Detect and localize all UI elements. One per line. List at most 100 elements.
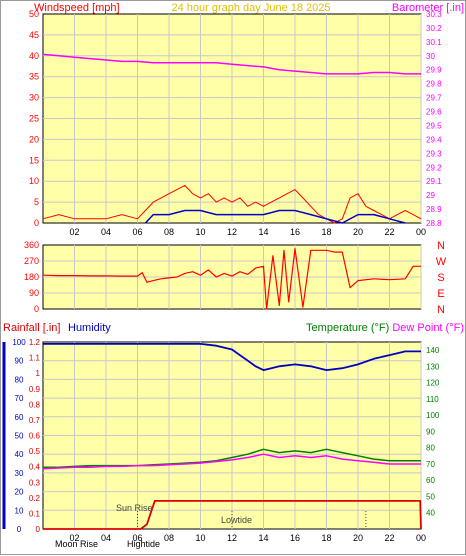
- x-tick-label: 18: [321, 227, 331, 237]
- x-tick-label: 20: [353, 227, 363, 237]
- temperature-tick-label: 80: [426, 444, 435, 453]
- y-tick-label-right: 30.3: [426, 10, 442, 19]
- humidity-line: [43, 342, 421, 372]
- x-tick-label: 08: [164, 533, 174, 543]
- temp-dew-axis-label: Temperature (°F) Dew Point (°F): [306, 322, 464, 334]
- y-tick-label-left: 0: [34, 218, 39, 228]
- x-tick-label: 06: [132, 227, 142, 237]
- humidity-tick-label: 30: [15, 469, 24, 478]
- humidity-tick-label: 20: [15, 488, 24, 497]
- x-tick-label: 00: [416, 227, 426, 237]
- y-tick-label-right: 29.7: [426, 94, 442, 103]
- rain-humidity-temp-panel: 02 04 06 08 10 12 14 16 18 20 22 000102030405060708…: [2, 338, 440, 543]
- temperature-tick-label: 60: [426, 476, 435, 485]
- x-tick-label: 10: [195, 227, 205, 237]
- y-tick-label-left: 35: [29, 72, 39, 82]
- x-tick-label: 02: [69, 533, 79, 543]
- wind-direction-line: [42, 248, 421, 310]
- temperature-tick-label: 130: [426, 362, 440, 371]
- hightide-annotation: Hightide: [127, 539, 160, 549]
- y-tick-label-right: 28.8: [426, 219, 442, 228]
- rainfall-tick-label: 1.2: [29, 338, 41, 347]
- y-tick-label-left: 180: [24, 272, 39, 282]
- direction-label: W: [436, 256, 447, 268]
- temperature-tick-label: 120: [426, 379, 440, 388]
- barometer-axis-label: Barometer [.in]: [392, 2, 464, 14]
- direction-label: N: [437, 304, 445, 316]
- rainfall-axis-label: Rainfall [.in]: [3, 322, 60, 334]
- humidity-tick-label: 100: [12, 338, 26, 347]
- wind-average-line: [144, 209, 406, 224]
- x-tick-label: 20: [353, 533, 363, 543]
- temperature-tick-label: 50: [426, 492, 435, 501]
- direction-series: [42, 248, 421, 310]
- humidity-tick-label: 50: [15, 432, 24, 441]
- rainfall-tick-label: 1: [36, 369, 41, 378]
- y-tick-label-left: 20: [29, 134, 39, 144]
- y-tick-label-right: 29.4: [426, 135, 442, 144]
- y-tick-label-right: 29.9: [426, 66, 442, 75]
- y-tick-label-left: 45: [29, 30, 39, 40]
- rainfall-tick-label: 0.4: [29, 463, 41, 472]
- windspeed-line: [42, 184, 422, 224]
- sunrise-annotation: Sun Rise: [116, 503, 153, 513]
- chart-title: 24 hour graph day June 18 2025: [171, 2, 330, 14]
- humidity-axis-label: Humidity: [68, 322, 111, 334]
- rainfall-tick-label: 0.9: [29, 385, 41, 394]
- barometer-line: [42, 53, 421, 75]
- y-tick-label-right: 29.1: [426, 177, 442, 186]
- humidity-tick-label: 80: [15, 375, 24, 384]
- x-tick-label: 14: [258, 533, 268, 543]
- temperature-line: [43, 448, 421, 468]
- x-tick-label: 18: [321, 533, 331, 543]
- x-tick-label: 14: [258, 227, 268, 237]
- rainfall-tick-label: 0.8: [29, 400, 41, 409]
- y-tick-label-left: 270: [24, 256, 39, 266]
- y-tick-label-right: 29.2: [426, 163, 442, 172]
- x-tick-label: 02: [69, 227, 79, 237]
- y-tick-label-right: 29.6: [426, 108, 442, 117]
- rainfall-tick-label: 0.3: [29, 478, 41, 487]
- y-tick-label-right: 30.2: [426, 24, 442, 33]
- wind-barometer-panel: 02 04 06 08 10 12 14 16 18 20 22 000510152025303540…: [29, 9, 442, 237]
- humidity-tick-label: 0: [17, 525, 22, 534]
- wind-grid: [43, 14, 422, 223]
- x-tick-label: 16: [290, 533, 300, 543]
- x-tick-label: 16: [290, 227, 300, 237]
- y-tick-label-right: 30.1: [426, 38, 442, 47]
- x-tick-label: 12: [227, 227, 237, 237]
- y-tick-label-left: 0: [34, 304, 39, 314]
- wind-axes: 02 04 06 08 10 12 14 16 18 20 22 000510152025303540…: [29, 9, 442, 237]
- x-tick-label: 04: [101, 227, 111, 237]
- rainfall-tick-label: 0: [36, 525, 41, 534]
- y-tick-label-left: 10: [29, 176, 39, 186]
- temp-series: [42, 342, 422, 530]
- humidity-tick-label: 90: [15, 357, 24, 366]
- y-tick-label-left: 25: [29, 114, 39, 124]
- wind-series: [42, 53, 422, 224]
- y-tick-label-right: 29.5: [426, 121, 442, 130]
- x-tick-label: 22: [384, 533, 394, 543]
- temp-axes: 02 04 06 08 10 12 14 16 18 20 22 000102030405060708…: [2, 338, 440, 543]
- temperature-tick-label: 90: [426, 427, 435, 436]
- y-tick-label-left: 15: [29, 155, 39, 165]
- rainfall-tick-label: 0.5: [29, 447, 41, 456]
- y-tick-label-right: 30: [426, 52, 435, 61]
- y-tick-label-left: 360: [24, 240, 39, 250]
- temp-grid: [43, 342, 422, 529]
- rainfall-tick-label: 1.1: [29, 354, 41, 363]
- humidity-tick-label: 10: [15, 506, 24, 515]
- y-tick-label-left: 90: [29, 288, 39, 298]
- x-tick-label: 08: [164, 227, 174, 237]
- temperature-tick-label: 140: [426, 346, 440, 355]
- x-tick-label: 10: [195, 533, 205, 543]
- lowtide-annotation: Lowtide: [221, 515, 252, 525]
- y-tick-label-left: 5: [34, 197, 39, 207]
- x-tick-label: 06: [132, 533, 142, 543]
- rainfall-tick-label: 0.7: [29, 416, 41, 425]
- moonrise-annotation: Moon Rise: [55, 539, 98, 549]
